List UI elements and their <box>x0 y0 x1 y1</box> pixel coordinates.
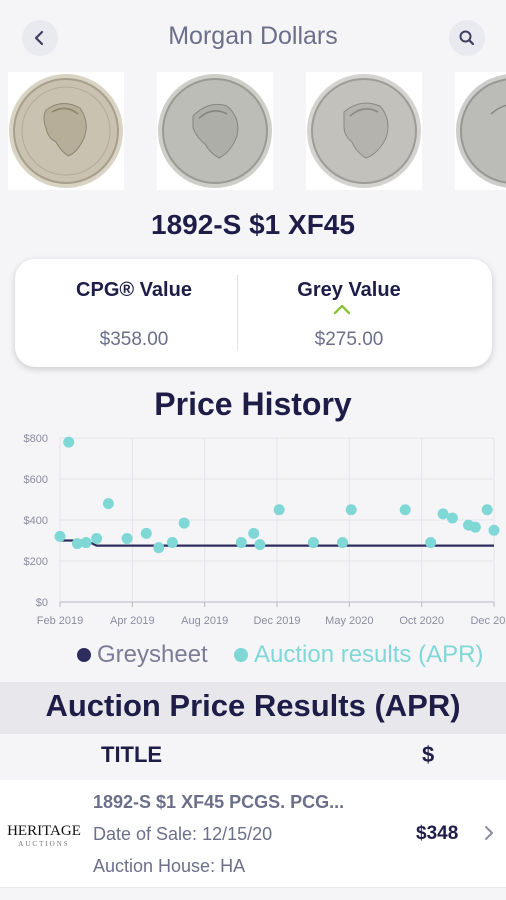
search-button[interactable] <box>449 20 485 56</box>
coin-image-4[interactable] <box>455 72 506 190</box>
y-tick-label: $800 <box>24 433 48 445</box>
result-date-value: 12/15/20 <box>202 824 273 844</box>
auction-point <box>337 537 349 549</box>
legend-label-auction: Auction results (APR) <box>254 641 484 668</box>
legend-item-greysheet[interactable]: Greysheet <box>77 641 208 669</box>
column-header-price: $ <box>422 742 435 767</box>
auction-point <box>80 537 92 549</box>
legend-dot-greysheet <box>77 648 91 662</box>
chart-legend: Greysheet Auction results (APR) <box>0 641 506 673</box>
auction-point <box>345 504 357 516</box>
apr-section-title: Auction Price Results (APR) <box>45 688 461 723</box>
auction-point <box>63 436 75 448</box>
auction-point <box>437 508 449 520</box>
page-title: Morgan Dollars <box>168 22 338 50</box>
auction-point <box>91 532 103 544</box>
auction-point <box>399 504 411 516</box>
x-tick-label: Aug 2019 <box>181 615 228 627</box>
coin-image-2[interactable] <box>157 72 273 190</box>
x-tick-label: Oct 2020 <box>399 615 444 627</box>
values-card: CPG® Value $358.00 Grey Value $275.00 <box>15 259 492 367</box>
auction-point <box>273 504 285 516</box>
auction-point <box>235 537 247 549</box>
back-button[interactable] <box>22 20 58 56</box>
column-header-title: TITLE <box>101 742 163 767</box>
result-title: 1892-S $1 XF45 PCGS. PCG... <box>93 792 345 812</box>
heritage-auctions-logo: HERITAGE AUCTIONS <box>6 802 82 868</box>
price-history-chart[interactable]: $0 $200 $400 $600 $800 Feb 2019 Apr 2019 Aug 20… <box>0 428 506 634</box>
chevron-left-icon <box>34 30 44 46</box>
auction-point <box>102 498 114 510</box>
legend-dot-auction <box>234 648 248 662</box>
coin-image-3[interactable] <box>306 72 422 190</box>
result-date-label: Date of Sale: <box>93 824 198 844</box>
auction-point <box>307 537 319 549</box>
y-tick-label: $600 <box>24 474 48 486</box>
coin-image-carousel[interactable] <box>0 72 506 192</box>
coin-name-heading: 1892-S $1 XF45 <box>151 209 355 240</box>
grey-value-label: Grey Value <box>297 279 401 301</box>
logo-sub-text: AUCTIONS <box>18 839 70 848</box>
cpg-value-amount: $358.00 <box>99 329 169 350</box>
auction-point <box>121 532 133 544</box>
y-tick-label: $200 <box>24 556 48 568</box>
cpg-value-label: CPG® Value <box>76 279 192 301</box>
auction-point <box>425 537 437 549</box>
auction-point <box>54 530 66 542</box>
y-tick-label: $0 <box>36 597 48 609</box>
x-tick-label: Feb 2019 <box>37 615 83 627</box>
auction-point <box>254 539 266 551</box>
auction-point <box>140 527 152 539</box>
grey-value-panel[interactable]: Grey Value $275.00 <box>230 259 468 367</box>
auction-point <box>488 524 500 536</box>
auction-point <box>469 521 481 533</box>
result-date-line: Date of Sale: 12/15/20 <box>93 824 272 845</box>
result-house-label: Auction House: <box>93 856 216 876</box>
auction-point <box>153 542 165 554</box>
result-house-line: Auction House: HA <box>93 856 245 877</box>
price-history-title: Price History <box>154 386 352 422</box>
grey-value-amount: $275.00 <box>314 329 384 350</box>
auction-point <box>481 504 493 516</box>
x-tick-label: May 2020 <box>325 615 373 627</box>
logo-main-text: HERITAGE <box>7 822 81 839</box>
search-icon <box>459 30 475 46</box>
auction-point <box>71 538 83 550</box>
auction-point <box>166 537 178 549</box>
coin-image-1[interactable] <box>8 72 124 190</box>
apr-section-band <box>0 682 506 734</box>
auction-result-row[interactable]: HERITAGE AUCTIONS 1892-S $1 XF45 PCGS. P… <box>0 780 506 888</box>
chevron-right-icon <box>485 826 493 840</box>
values-divider <box>237 275 238 351</box>
auction-point <box>178 517 190 529</box>
caret-up-icon <box>333 304 351 315</box>
result-price: $348 <box>416 823 459 844</box>
legend-item-auction[interactable]: Auction results (APR) <box>234 641 483 669</box>
legend-label-greysheet: Greysheet <box>97 641 208 668</box>
result-house-value: HA <box>220 856 246 876</box>
x-tick-label: Apr 2019 <box>110 615 155 627</box>
y-tick-label: $400 <box>24 515 48 527</box>
header: Morgan Dollars <box>0 0 506 72</box>
cpg-value-panel[interactable]: CPG® Value $358.00 <box>15 259 253 367</box>
auction-point <box>446 512 458 524</box>
auction-point <box>248 527 260 539</box>
x-tick-label: Dec 2020 <box>470 615 506 627</box>
x-tick-label: Dec 2019 <box>253 615 300 627</box>
